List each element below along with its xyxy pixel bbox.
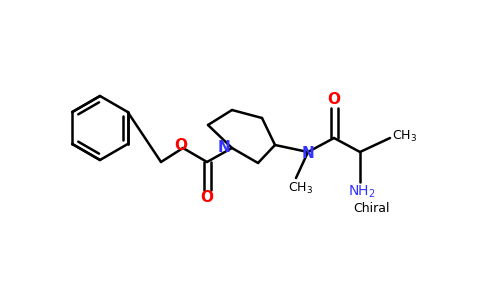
Text: CH$_3$: CH$_3$	[393, 128, 418, 144]
Text: Chiral: Chiral	[354, 202, 390, 214]
Text: NH$_2$: NH$_2$	[348, 184, 376, 200]
Text: CH$_3$: CH$_3$	[288, 180, 314, 196]
Text: N: N	[218, 140, 230, 155]
Text: N: N	[302, 146, 315, 161]
Text: O: O	[328, 92, 341, 106]
Text: O: O	[175, 139, 187, 154]
Text: O: O	[200, 190, 213, 206]
